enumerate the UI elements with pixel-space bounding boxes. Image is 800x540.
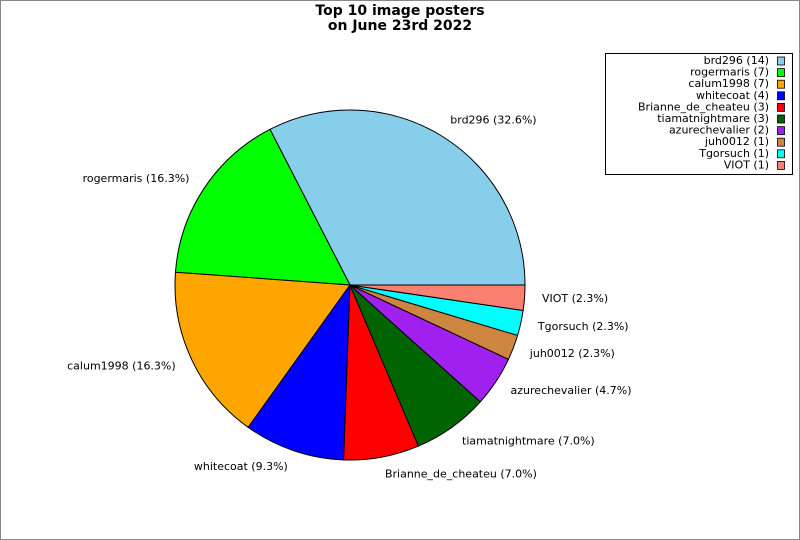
chart-title: on June 23rd 2022	[328, 18, 472, 34]
pie-slice	[349, 284, 526, 312]
pie-slice	[269, 109, 526, 286]
slice-label: whitecoat (9.3%)	[194, 460, 288, 473]
legend-label: whitecoat (4)	[696, 89, 769, 102]
legend-label: juh0012 (1)	[704, 135, 769, 148]
legend-swatch	[777, 56, 785, 66]
slice-label: Tgorsuch (2.3%)	[537, 320, 629, 333]
legend-label: tiamatnightmare (3)	[657, 112, 769, 125]
legend-swatch	[777, 126, 785, 135]
slice-label: juh0012 (2.3%)	[529, 347, 615, 360]
legend-swatch	[777, 91, 785, 101]
legend-swatch	[777, 103, 785, 112]
legend-label: VIOT (1)	[724, 158, 769, 171]
legend-label: rogermaris (7)	[690, 66, 769, 79]
legend-label: azurechevalier (2)	[669, 124, 769, 137]
pie-slice	[247, 283, 351, 461]
slice-label: brd296 (32.6%)	[450, 114, 536, 127]
legend-label: Tgorsuch (1)	[698, 147, 769, 160]
legend-swatch	[777, 160, 785, 170]
slice-label: calum1998 (16.3%)	[67, 360, 176, 373]
legend-label: brd296 (14)	[704, 54, 769, 67]
chart-title: Top 10 image posters	[315, 3, 484, 19]
legend-swatch	[777, 114, 785, 124]
slice-label: VIOT (2.3%)	[542, 292, 608, 305]
legend-swatch	[777, 79, 785, 89]
pie-slice	[174, 271, 351, 429]
legend-box	[605, 53, 793, 175]
legend-label: calum1998 (7)	[688, 77, 769, 90]
legend-swatch	[777, 68, 785, 77]
slice-label: Brianne_de_cheateu (7.0%)	[385, 467, 537, 480]
slice-label: tiamatnightmare (7.0%)	[462, 435, 595, 448]
legend-swatch	[777, 137, 785, 147]
slice-label: rogermaris (16.3%)	[83, 172, 190, 185]
slice-label: azurechevalier (4.7%)	[511, 384, 632, 397]
legend-swatch	[777, 149, 785, 159]
legend-label: Brianne_de_cheateu (3)	[638, 100, 769, 113]
pie-slice	[174, 128, 351, 286]
